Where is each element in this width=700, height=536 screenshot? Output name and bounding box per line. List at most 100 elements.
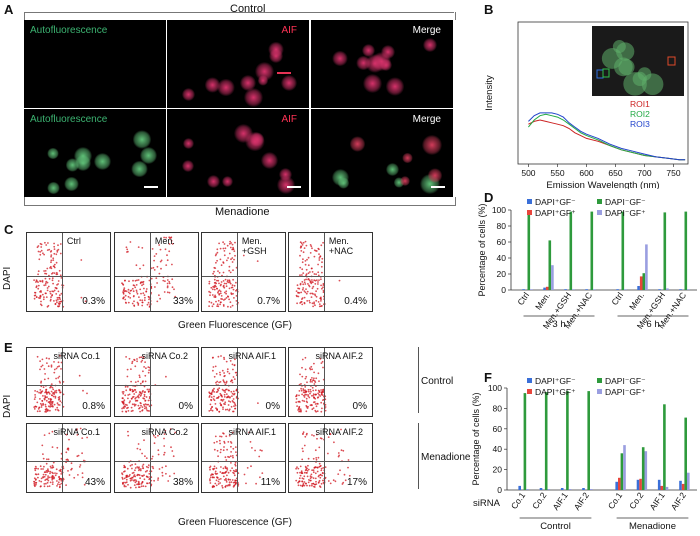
y-tick-label: 60 xyxy=(497,237,507,247)
bar-co-2-s2 xyxy=(641,447,645,490)
cell-blob xyxy=(47,147,59,160)
gate-horizontal xyxy=(27,385,110,387)
legend-roi1: ROI1 xyxy=(630,99,650,109)
y-tick-label: 100 xyxy=(492,205,506,215)
gate-horizontal xyxy=(27,461,110,463)
y-tick-label: 20 xyxy=(493,465,503,475)
scatter-dots xyxy=(121,355,167,413)
category-label: Co.2 xyxy=(627,490,646,511)
cell-blob xyxy=(337,177,350,189)
micrograph-label: AIF xyxy=(281,114,297,125)
micrograph-menadione-autofluorescence: Autofluorescence xyxy=(24,109,166,197)
cell-blob xyxy=(47,181,60,194)
bar-co-1-s1 xyxy=(618,477,621,490)
legend-swatch xyxy=(597,199,602,204)
cell-blob xyxy=(402,152,413,164)
cell-blob xyxy=(428,168,443,183)
bar-aif-1-s0 xyxy=(560,488,564,490)
scatter-dots xyxy=(121,236,177,308)
scale-bar xyxy=(144,186,158,188)
y-tick-label: 0 xyxy=(497,485,502,495)
bar-co-2-s0 xyxy=(636,479,640,490)
cell-blob xyxy=(217,78,235,97)
panel-f-label: F xyxy=(484,370,492,385)
flow-plot-percentage: 43% xyxy=(84,477,105,488)
x-tick-label: 650 xyxy=(608,168,622,178)
cell-blob xyxy=(422,134,442,155)
bar-men-nac-s3 xyxy=(593,289,596,290)
panel-a-label: A xyxy=(4,2,14,17)
scatter-dots xyxy=(295,240,341,308)
category-label: Men. xyxy=(533,290,552,311)
cell-blob xyxy=(240,74,257,92)
cell-blob xyxy=(183,138,194,150)
x-tick-label: 700 xyxy=(637,168,651,178)
cell-blob xyxy=(132,130,152,149)
cell-blob xyxy=(182,159,195,173)
micrograph-control-aif: AIF xyxy=(167,20,309,108)
cell-blob xyxy=(332,50,348,67)
bar-men--s0 xyxy=(543,287,546,290)
cell-blob xyxy=(74,146,93,165)
panel-e-menadione-bracket xyxy=(412,423,419,489)
flow-plot-percentage: 0.8% xyxy=(82,401,105,412)
scale-bar xyxy=(431,186,445,188)
panel-e-row-label-menadione: Menadione xyxy=(421,452,471,463)
cell-blob xyxy=(423,38,437,52)
gate-horizontal xyxy=(27,275,110,277)
y-tick-label: 80 xyxy=(497,221,507,231)
category-label: Co.1 xyxy=(606,490,625,511)
scatter-dots xyxy=(208,431,264,489)
scatter-dots xyxy=(33,427,88,489)
micrograph-label: Autofluorescence xyxy=(30,114,108,125)
bar-ctrl-s0 xyxy=(616,289,619,290)
cell-blob xyxy=(222,175,234,188)
micrograph-label: Merge xyxy=(412,25,441,36)
bar-aif-1-s0 xyxy=(657,479,661,490)
scatter-dots xyxy=(295,428,351,488)
panel-a-bottom-title: Menadione xyxy=(215,206,270,218)
legend-label: DAPI⁺GF⁺ xyxy=(535,208,576,218)
flow-plot-percentage: 0% xyxy=(265,401,280,412)
category-label: Co.2 xyxy=(530,490,549,511)
bar-men-gsh-s2 xyxy=(663,212,667,290)
flow-plot-title: Men. +NAC xyxy=(328,236,354,256)
group-label: Menadione xyxy=(629,521,676,532)
bar-ctrl-s2 xyxy=(527,211,531,290)
x-axis-label: Emission Wavelength (nm) xyxy=(546,180,659,189)
y-axis-label: Percentage of cells (%) xyxy=(471,392,481,485)
panel-d-label: D xyxy=(484,190,494,205)
bar-men-gsh-s2 xyxy=(569,211,573,290)
e-flow-plot: siRNA Co.1 0.8% xyxy=(26,347,111,417)
e-flow-plot: siRNA AIF.2 0% xyxy=(288,347,373,417)
flow-plot-title: siRNA AIF.1 xyxy=(228,351,277,361)
flow-plot-title: siRNA AIF.2 xyxy=(315,351,364,361)
bar-aif-1-s3 xyxy=(568,489,572,490)
e-flow-plot: siRNA Co.2 38% xyxy=(114,423,199,493)
cell-blob xyxy=(276,175,296,195)
bar-co-2-s0 xyxy=(539,488,543,490)
legend-label: DAPI⁻GF⁺ xyxy=(605,387,646,397)
bar-men--s2 xyxy=(642,273,646,290)
panel-c-xlabel: Green Fluorescence (GF) xyxy=(178,320,292,331)
cell-blob xyxy=(94,153,112,171)
legend-swatch xyxy=(527,199,532,204)
gate-vertical xyxy=(323,424,325,492)
cell-blob xyxy=(207,175,220,188)
e-flow-plot: siRNA AIF.1 0% xyxy=(201,347,286,417)
series-line-roi3 xyxy=(528,112,686,161)
cell-blob xyxy=(280,74,298,92)
legend-swatch xyxy=(527,210,532,215)
bar-men-gsh-s3 xyxy=(666,288,669,290)
gate-vertical xyxy=(149,348,151,416)
bar-men-gsh-s0 xyxy=(658,289,661,290)
bar-aif-2-s3 xyxy=(687,472,690,490)
y-axis-label: Percentage of cells (%) xyxy=(477,203,487,296)
y-tick-label: 60 xyxy=(493,424,503,434)
bar-aif-2-s3 xyxy=(590,489,593,490)
y-axis-label: Intensity xyxy=(484,75,495,111)
cell-blob xyxy=(385,77,405,97)
bar-ctrl-s0 xyxy=(522,289,525,290)
cell-blob xyxy=(139,147,157,165)
